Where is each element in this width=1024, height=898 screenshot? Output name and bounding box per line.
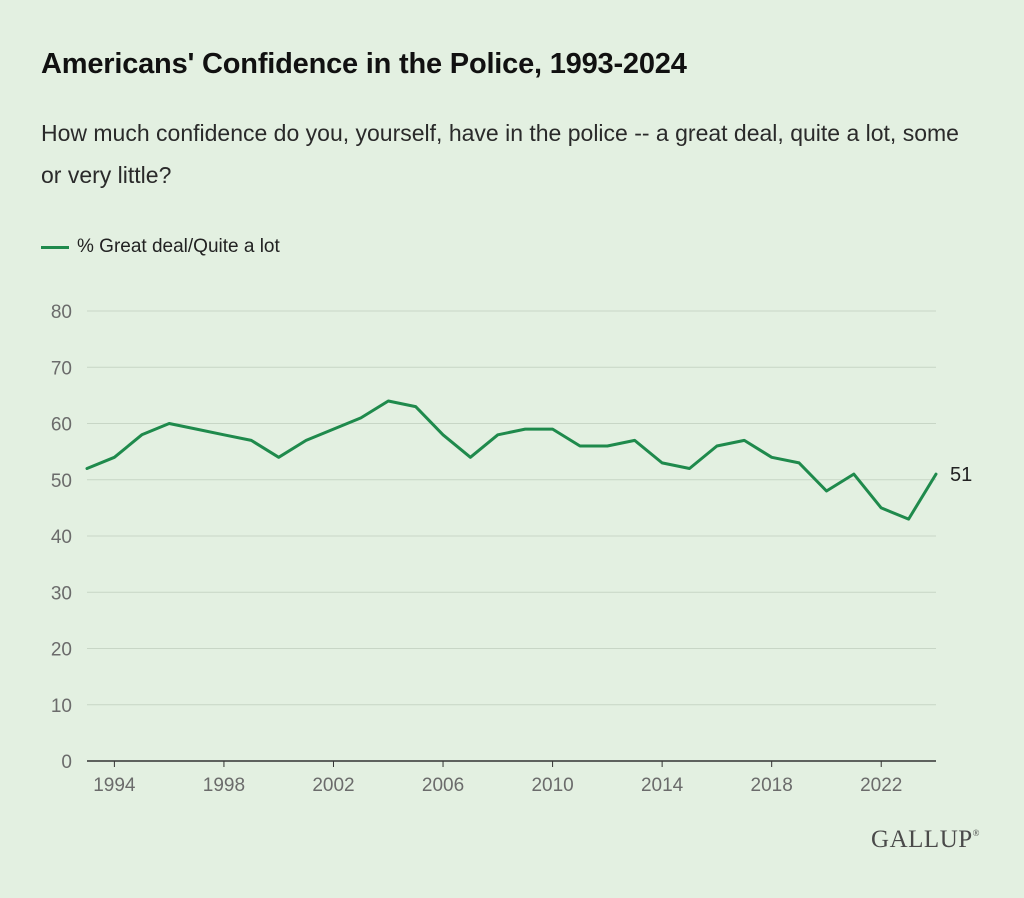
y-tick-label: 0 — [61, 752, 72, 773]
legend-label: % Great deal/Quite a lot — [77, 236, 280, 257]
data-point — [464, 451, 476, 463]
y-tick-label: 60 — [51, 415, 72, 436]
data-point — [738, 434, 750, 446]
data-point — [492, 429, 504, 441]
x-tick-label: 2014 — [641, 775, 684, 796]
data-point — [136, 429, 148, 441]
y-tick-label: 30 — [51, 583, 72, 604]
data-point — [437, 429, 449, 441]
data-point — [711, 440, 723, 452]
gallup-logo: GALLUP® — [871, 826, 980, 853]
x-tick-label: 1998 — [203, 775, 245, 796]
data-point — [574, 440, 586, 452]
data-point — [875, 502, 887, 514]
data-point — [81, 463, 93, 475]
data-point — [601, 440, 613, 452]
y-tick-label: 70 — [51, 358, 72, 379]
y-axis-ticks: 0 10 20 30 40 50 60 70 80 — [51, 302, 72, 773]
data-point — [820, 485, 832, 497]
y-tick-label: 40 — [51, 527, 72, 548]
gridlines — [87, 310, 936, 762]
data-point — [327, 423, 339, 435]
x-tick-label: 2010 — [531, 775, 573, 796]
data-point — [766, 451, 778, 463]
data-point — [245, 434, 257, 446]
data-point — [903, 513, 915, 525]
data-point — [355, 412, 367, 424]
legend: % Great deal/Quite a lot — [41, 236, 280, 258]
x-axis-ticks: 1994 1998 2002 2006 2010 2014 2018 2022 — [93, 761, 902, 796]
series-layer: 51 — [81, 395, 972, 525]
data-point — [684, 463, 696, 475]
data-point — [793, 457, 805, 469]
data-point — [218, 429, 230, 441]
data-point — [163, 418, 175, 430]
data-point — [300, 434, 312, 446]
data-point — [273, 451, 285, 463]
x-tick-label: 2002 — [312, 775, 354, 796]
data-point — [191, 423, 203, 435]
data-point — [629, 434, 641, 446]
brand-text: GALLUP — [871, 826, 973, 853]
x-tick-label: 2006 — [422, 775, 464, 796]
data-point — [382, 395, 394, 407]
x-tick-label: 2022 — [860, 775, 902, 796]
data-point — [930, 468, 942, 480]
data-point — [108, 451, 120, 463]
y-tick-label: 10 — [51, 696, 72, 717]
data-point — [848, 468, 860, 480]
data-point — [519, 423, 531, 435]
x-tick-label: 2018 — [751, 775, 793, 796]
legend-swatch — [41, 245, 69, 249]
y-tick-label: 50 — [51, 471, 72, 492]
y-tick-label: 80 — [51, 302, 72, 323]
series-line — [85, 399, 938, 521]
chart-subtitle: How much confidence do you, yourself, ha… — [41, 120, 959, 188]
data-point — [410, 401, 422, 413]
y-tick-label: 20 — [51, 640, 72, 661]
end-value-label: 51 — [950, 464, 972, 486]
chart-title: Americans' Confidence in the Police, 199… — [41, 48, 687, 80]
data-point — [547, 423, 559, 435]
data-point — [656, 457, 668, 469]
x-tick-label: 1994 — [93, 775, 136, 796]
